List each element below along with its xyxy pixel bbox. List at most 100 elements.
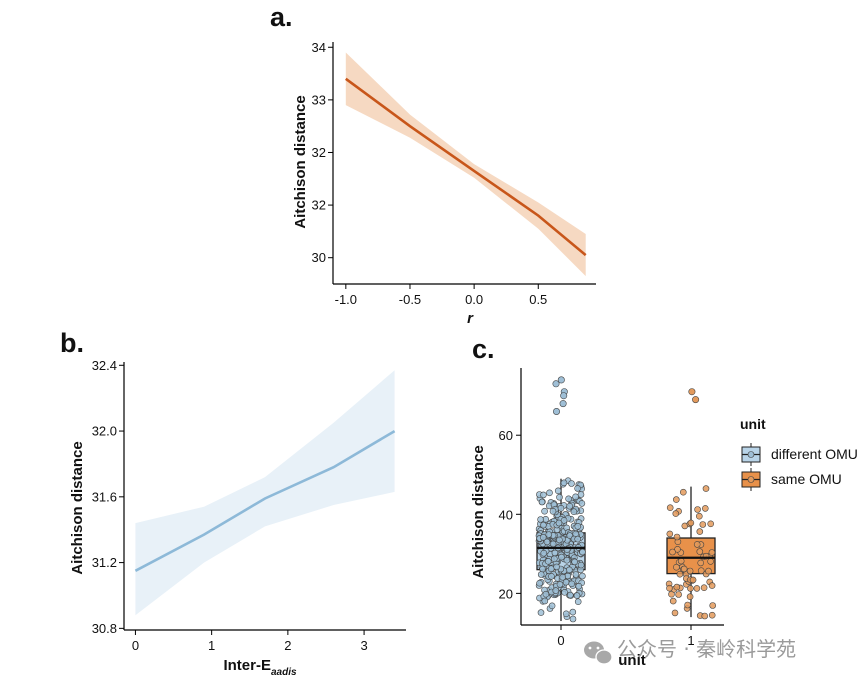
panel-c-group-1-point	[708, 549, 716, 556]
panel-c-group-0-point	[561, 588, 568, 596]
panel-c-group-0-point	[539, 533, 547, 541]
panel-c-group-0-point	[569, 608, 577, 616]
panel-c-y-tick-label: 60	[499, 428, 513, 443]
panel-c-x-tick-label: 1	[687, 633, 694, 648]
panel-c-group-1-point	[677, 557, 685, 565]
panel-c-group-0-outlier	[560, 392, 568, 400]
panel-c-group-1-point	[676, 570, 684, 578]
panel-c-group-0-point	[536, 579, 543, 587]
panel-c-group-0-point	[559, 573, 567, 581]
panel-c-group-1-point	[680, 565, 688, 573]
panel-c-group-1-point	[666, 504, 674, 512]
panel-c-group-1-point	[675, 591, 682, 598]
legend-title: unit	[740, 416, 766, 432]
panel-a-y-tick-label: 32	[312, 198, 326, 213]
panel-c-group-1-point	[666, 530, 674, 538]
panel-c-group-0-point	[577, 561, 585, 569]
panel-c-group-1-point	[697, 567, 705, 575]
panel-a-x-tick-label: -0.5	[399, 292, 421, 307]
panel-c-group-0-point	[541, 597, 549, 605]
panel-c-y-tick-label: 20	[499, 586, 513, 601]
wechat-icon	[584, 641, 613, 665]
panel-c-group-0-point	[539, 565, 546, 573]
panel-b-y-tick-label: 31.2	[92, 555, 117, 570]
panel-c-group-0-point	[556, 536, 563, 544]
panel-c-group-1-point	[671, 609, 679, 617]
panel-c-group-1-point	[687, 585, 694, 592]
panel-a-x-title: r	[467, 310, 474, 327]
panel-c-group-0-point	[570, 508, 578, 516]
panel-b-x-tick-label: 0	[132, 638, 139, 653]
panel-c-group-1-point	[686, 593, 694, 601]
panel-c-group-0-point	[574, 598, 582, 606]
panel-a-x-tick-label: -1.0	[335, 292, 357, 307]
panel-c-group-0-point	[556, 493, 563, 501]
panel-c-group-0-point	[577, 491, 585, 498]
panel-c-group-1-point	[689, 576, 697, 584]
panel-c-group-1-point	[700, 584, 708, 592]
panel-c-group-1-point	[701, 612, 709, 620]
panel-b-y-tick-label: 31.6	[92, 489, 117, 504]
panel-c-group-0-point	[540, 521, 547, 529]
panel-c-group-0-point	[563, 556, 571, 564]
panel-c-group-1-point	[669, 597, 677, 605]
panel-b-fit-line	[134, 429, 396, 572]
legend-key-point	[747, 476, 755, 483]
panel-c-group-0-outlier	[552, 407, 560, 415]
panel-a-plot: -1.0 -0.5 0.0 0.5 34 33 32 32 30	[312, 40, 596, 307]
panel-c-group-1-point	[673, 563, 680, 571]
panel-c-group-1-point	[705, 567, 712, 575]
panel-c-group-0-point	[549, 507, 557, 515]
panel-c-legend: unit different OMU same OMU	[740, 416, 858, 491]
panel-b-plot: 0 1 2 3 32.4 32.0 31.6 31.2 30.8	[92, 358, 406, 653]
panel-c-group-0-point	[560, 517, 568, 524]
panel-c-group-0-point	[568, 480, 575, 487]
panel-c-group-0-point	[560, 479, 568, 487]
panel-b-x-tick-label: 2	[284, 638, 291, 653]
panel-c-group-0-outlier	[557, 376, 565, 384]
panel-c-group-1-outlier	[692, 396, 700, 404]
panel-b-y-tick-label: 32.0	[92, 424, 117, 439]
panel-c-group-0-point	[537, 571, 545, 578]
panel-c-group-1-point	[708, 582, 716, 589]
panel-c-label: c.	[472, 334, 495, 364]
panel-c-group-0-point	[548, 602, 556, 610]
panel-a: a. -1.0 -0.5 0.0 0.5 34 33 32 32 30 r Aitchison …	[270, 2, 596, 327]
panel-c-group-1-point	[695, 512, 703, 520]
panel-c-group-1-point	[694, 506, 701, 513]
panel-c-group-1-point	[673, 583, 681, 591]
panel-b-y-tick-label: 30.8	[92, 621, 117, 636]
panel-c-group-1-point	[672, 510, 680, 517]
watermark: 公众号 · 秦岭科学苑	[584, 637, 796, 665]
panel-c-group-0-point	[553, 563, 560, 571]
panel-c-group-1-point	[701, 505, 709, 512]
panel-c-group-0-point	[541, 507, 548, 515]
panel-c: c. 20 40 60 0 1 unit Aitchison distance unit…	[470, 334, 858, 669]
panel-a-x-tick-label: 0.5	[529, 292, 547, 307]
panel-c-group-1-point	[672, 496, 680, 503]
panel-c-group-1-point	[684, 601, 691, 609]
panel-a-y-tick-label: 33	[312, 92, 326, 107]
panel-c-group-0-point	[555, 519, 563, 527]
panel-c-group-0-point	[575, 582, 583, 590]
panel-c-group-0-point	[566, 502, 574, 510]
panel-b-x-tick-label: 3	[360, 638, 367, 653]
panel-c-group-0-point	[573, 592, 581, 599]
panel-c-group-0-point	[556, 581, 564, 588]
panel-b-x-title-sub: aadis	[271, 667, 297, 678]
panel-c-group-1-point	[673, 533, 681, 541]
panel-c-group-0-point	[569, 615, 577, 623]
panel-c-group-1-point	[707, 558, 714, 565]
panel-c-group-0-point	[565, 495, 572, 503]
panel-c-group-0-point	[538, 498, 546, 506]
panel-c-group-0-point	[568, 580, 576, 588]
panel-c-group-1-point	[699, 521, 707, 528]
panel-c-y-tick-label: 40	[499, 507, 513, 522]
panel-c-group-0-point	[578, 500, 586, 507]
panel-c-group-1-point	[669, 548, 676, 556]
panel-a-y-tick-label: 32	[312, 145, 326, 160]
panel-b-y-title: Aitchison distance	[69, 441, 86, 574]
panel-c-group-0-point	[552, 587, 560, 594]
panel-c-group-0-point	[574, 522, 582, 530]
